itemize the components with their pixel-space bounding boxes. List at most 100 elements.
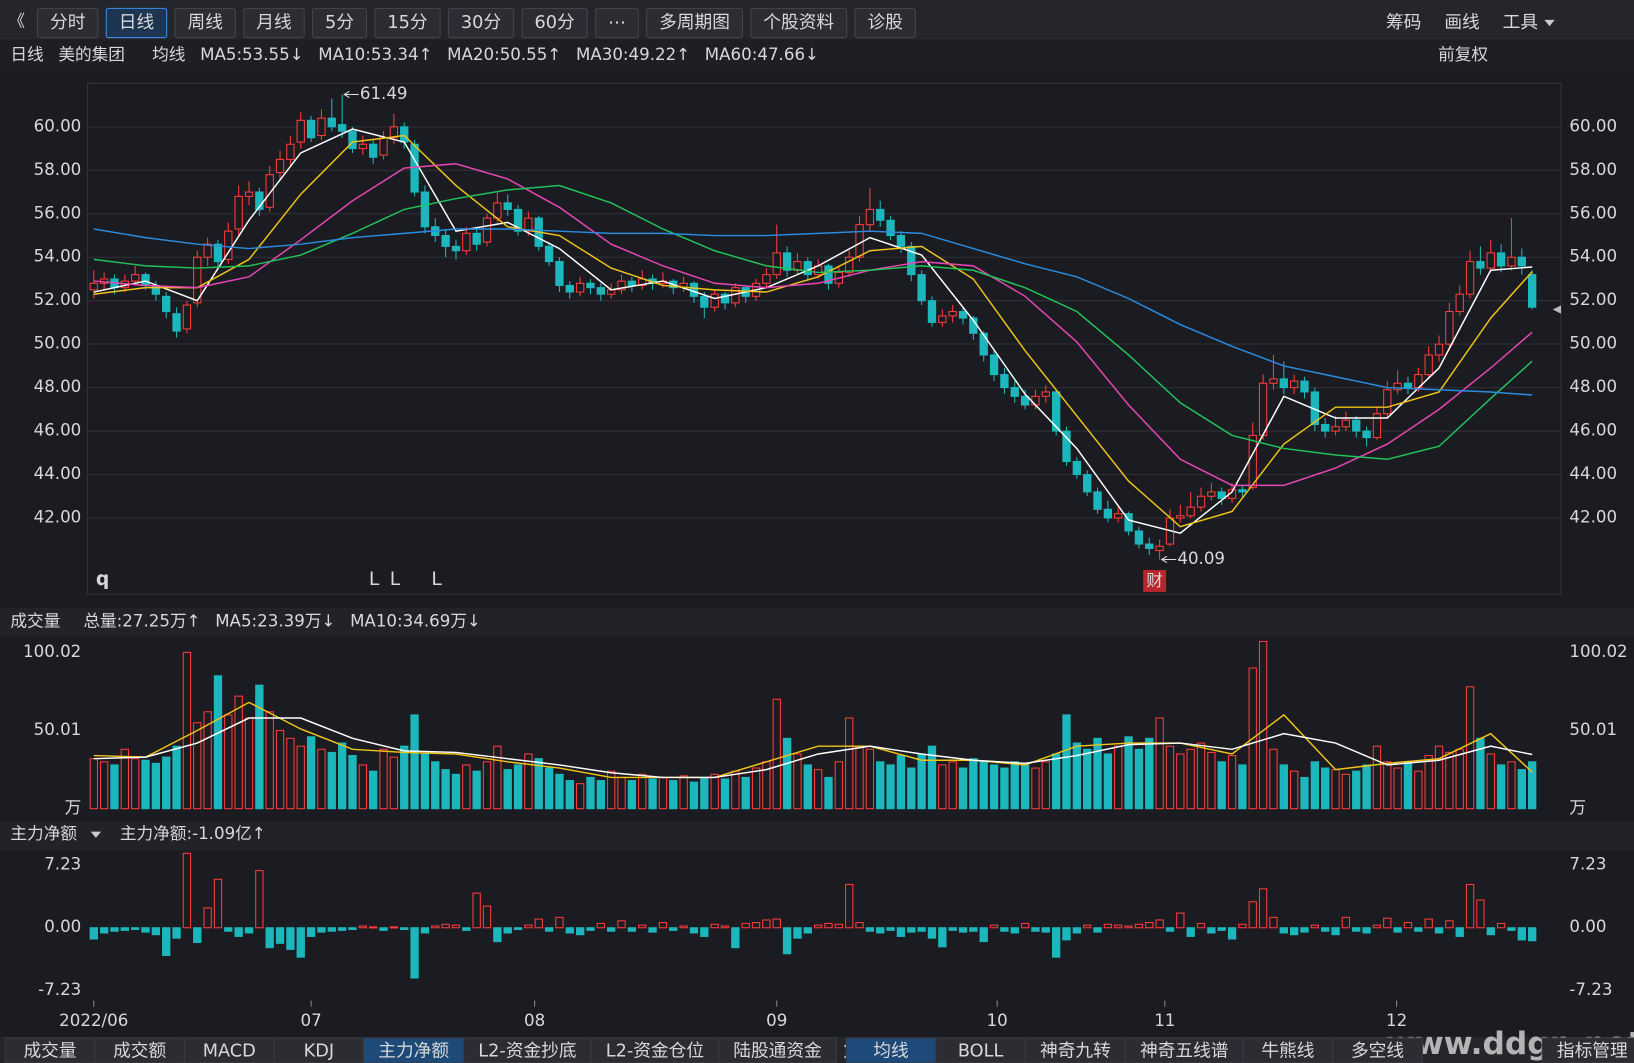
bar xyxy=(1403,761,1413,810)
bar xyxy=(1279,927,1288,934)
candle-body xyxy=(1041,391,1050,397)
bar xyxy=(255,684,264,810)
bar xyxy=(1434,927,1444,934)
toolbar-button-label[interactable]: 分时 xyxy=(50,12,86,33)
candle-body xyxy=(400,126,409,143)
toolbar-button-label[interactable]: 月线 xyxy=(256,12,292,33)
indicator-tab-label[interactable]: 神奇五线谱 xyxy=(1140,1041,1229,1062)
indicator-tab-label[interactable]: MACD xyxy=(203,1042,256,1062)
bar xyxy=(1114,745,1123,810)
indicator-tab-label[interactable]: 均线 xyxy=(873,1041,909,1062)
y-tick-label: 48.00 xyxy=(1569,377,1617,396)
indicator-tab[interactable] xyxy=(1024,1037,1126,1063)
bar xyxy=(379,927,388,931)
bar xyxy=(886,927,895,931)
event-badge[interactable] xyxy=(1143,570,1167,592)
candle-body xyxy=(327,117,336,128)
toolbar-button-label[interactable]: 诊股 xyxy=(867,12,903,33)
toolbar-button-label[interactable]: 周线 xyxy=(188,12,224,33)
indicator-tab-label[interactable]: 多空线 xyxy=(1351,1041,1404,1062)
bar xyxy=(503,927,512,934)
indicator-tab-label[interactable]: 成交额 xyxy=(113,1041,166,1062)
candle-body xyxy=(1341,419,1351,428)
toolbar-button-label[interactable]: 15分 xyxy=(387,12,427,33)
toolbar-button-label[interactable]: ⋯ xyxy=(608,13,626,33)
legend-arrow: ↑ xyxy=(676,45,690,64)
candle-body xyxy=(306,119,316,139)
toolbar-button[interactable] xyxy=(447,7,515,39)
bar xyxy=(1258,888,1268,929)
toolbar-tool[interactable]: 工具 xyxy=(1503,13,1539,33)
dropdown-icon xyxy=(90,831,102,838)
indicator-tab[interactable] xyxy=(363,1037,465,1063)
indicator-tab[interactable] xyxy=(1124,1037,1244,1063)
candle-body xyxy=(1186,506,1195,517)
back-button[interactable]: 《 xyxy=(8,11,25,30)
toolbar-button[interactable] xyxy=(174,7,236,39)
toolbar-button[interactable] xyxy=(854,7,916,39)
bar xyxy=(638,773,647,810)
indicator-tab[interactable] xyxy=(1242,1037,1334,1063)
bar xyxy=(1000,767,1009,810)
bar xyxy=(720,925,730,929)
indicator-tab[interactable] xyxy=(183,1037,275,1063)
bar xyxy=(1341,773,1351,810)
indicator-tab[interactable] xyxy=(273,1037,365,1063)
toolbar-button[interactable] xyxy=(243,7,305,39)
bar xyxy=(1134,923,1144,929)
toolbar-button[interactable] xyxy=(646,7,743,39)
indicator-tab-label[interactable]: KDJ xyxy=(304,1042,334,1062)
toolbar-button[interactable] xyxy=(312,7,368,39)
adjust-label[interactable]: 前复权 xyxy=(1438,45,1488,64)
toolbar-tool[interactable]: 画线 xyxy=(1444,12,1480,33)
bar xyxy=(669,927,678,931)
toolbar-button[interactable] xyxy=(750,7,848,39)
bar xyxy=(1352,770,1361,810)
toolbar-button[interactable] xyxy=(595,7,639,39)
bar xyxy=(503,769,512,810)
indicator-tab[interactable] xyxy=(590,1037,720,1063)
toolbar-button[interactable] xyxy=(521,7,588,39)
indicator-tab-label[interactable]: 成交量 xyxy=(23,1041,76,1062)
toolbar-button-label[interactable]: 5分 xyxy=(325,12,354,33)
indicator-tab-label[interactable]: L2-资金仓位 xyxy=(606,1041,704,1062)
bar xyxy=(1020,764,1030,810)
candle-body xyxy=(1434,343,1444,356)
toolbar-button-label[interactable]: 30分 xyxy=(461,12,501,33)
bar xyxy=(337,927,347,931)
bar xyxy=(845,883,854,929)
y-tick-label: 54.00 xyxy=(34,247,82,266)
bar xyxy=(565,927,574,934)
toolbar-tool[interactable]: 筹码 xyxy=(1386,12,1421,33)
indicator-tab[interactable] xyxy=(4,1037,96,1063)
bar xyxy=(410,714,419,810)
toolbar-button-label[interactable]: 多周期图 xyxy=(659,12,730,33)
toolbar-button-label[interactable]: 个股资料 xyxy=(763,12,834,33)
flow-title[interactable]: 主力净额 xyxy=(10,824,77,843)
indicator-tab[interactable] xyxy=(845,1037,937,1063)
candle-body xyxy=(337,124,347,132)
indicator-tab-label[interactable]: L2-资金抄底 xyxy=(478,1041,576,1062)
bar xyxy=(203,711,212,810)
indicator-tab-label[interactable]: BOLL xyxy=(958,1042,1004,1062)
bar xyxy=(1145,922,1154,929)
bar xyxy=(286,737,295,810)
indicator-tab-label[interactable]: 陆股通资金 xyxy=(733,1041,822,1062)
indicator-tab-label[interactable]: 主力净额 xyxy=(378,1041,449,1062)
indicator-tab[interactable] xyxy=(718,1037,837,1063)
toolbar-button[interactable] xyxy=(105,7,168,39)
toolbar-button[interactable] xyxy=(374,7,441,39)
bar xyxy=(120,927,130,931)
indicator-tab-label[interactable]: 神奇九转 xyxy=(1040,1041,1111,1062)
toolbar-button-label[interactable]: 60分 xyxy=(535,12,575,33)
bar xyxy=(555,773,564,810)
indicator-tab-label[interactable]: 牛熊线 xyxy=(1261,1041,1314,1062)
toolbar-button[interactable] xyxy=(36,7,99,39)
bar xyxy=(317,927,326,933)
toolbar-button-label[interactable]: 日线 xyxy=(119,12,155,33)
indicator-tab-label[interactable]: 指标管理 xyxy=(1557,1041,1628,1062)
bar xyxy=(1403,922,1413,929)
bar xyxy=(1414,927,1423,932)
indicator-tab[interactable] xyxy=(1332,1037,1423,1063)
bar xyxy=(710,773,719,810)
